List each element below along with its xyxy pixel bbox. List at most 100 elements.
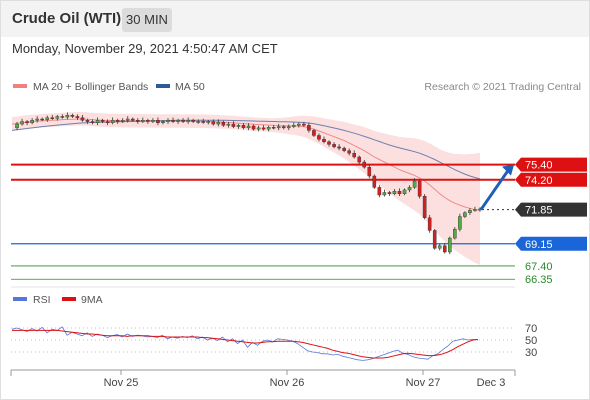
- candle-up: [45, 117, 50, 120]
- candle-up: [95, 120, 100, 124]
- candle-down: [100, 120, 105, 122]
- candle-down: [60, 116, 65, 118]
- legend-ma20-swatch: [13, 84, 27, 88]
- candle-down: [40, 118, 44, 121]
- candle-up: [407, 187, 412, 191]
- rsi-9ma-line: [12, 329, 479, 359]
- candle-down: [50, 117, 55, 119]
- level-label-69-15: 69.15: [515, 236, 587, 251]
- candle-down: [251, 125, 256, 130]
- candle-up: [256, 127, 261, 130]
- candle-up: [453, 228, 457, 239]
- candle-down: [397, 190, 402, 194]
- header-bar: Crude Oil (WTI) 30 MIN: [1, 1, 589, 37]
- legend-rsi-swatch: [13, 297, 27, 301]
- legend-9ma-label: 9MA: [81, 294, 103, 306]
- legend-ma50-swatch: [156, 84, 170, 88]
- forecast-arrow-head: [502, 164, 514, 176]
- x-tick-label: Dec 3: [477, 377, 506, 389]
- rsi-gridlines: [11, 327, 515, 353]
- candle-up: [382, 192, 387, 196]
- x-axis-ticks: Nov 25 Nov 26 Nov 27 Dec 3: [104, 370, 506, 389]
- candle-down: [417, 180, 422, 197]
- candle-down: [156, 120, 160, 124]
- candle-up: [402, 189, 407, 194]
- candle-down: [352, 152, 356, 158]
- level-label-75-40: 75.40: [515, 157, 587, 172]
- candle-up: [236, 125, 241, 127]
- candle-down: [362, 161, 367, 168]
- candle-up: [297, 123, 301, 126]
- candle-up: [20, 121, 24, 125]
- candle-up: [186, 120, 190, 122]
- candle-down: [105, 121, 110, 123]
- level-tag-box: [515, 202, 587, 217]
- forecast-arrow-shaft: [479, 169, 510, 211]
- candle-down: [181, 120, 185, 122]
- candle-down: [130, 118, 135, 121]
- timeframe-badge[interactable]: 30 MIN: [122, 8, 172, 32]
- candle-up: [286, 126, 291, 129]
- candle-down: [261, 127, 266, 130]
- candle-up: [196, 121, 200, 123]
- candle-up: [151, 120, 155, 122]
- rsi-tick-30: 30: [525, 347, 537, 359]
- candle-down: [422, 196, 427, 218]
- candle-down: [317, 135, 321, 140]
- rsi-lines: [11, 326, 479, 361]
- candle-down: [427, 217, 432, 231]
- candle-up: [120, 120, 125, 122]
- rsi-line: [11, 326, 479, 361]
- level-tag-text: 75.40: [525, 160, 553, 172]
- candle-down: [146, 120, 150, 122]
- candle-down: [302, 123, 306, 126]
- candle-down: [442, 245, 447, 253]
- level-tag-text: 74.20: [525, 175, 553, 187]
- candle-down: [241, 125, 246, 129]
- level-tag-box: [515, 236, 587, 251]
- candle-up: [110, 120, 115, 124]
- candle-down: [70, 114, 75, 117]
- candle-up: [65, 114, 70, 118]
- forecast-arrow: [479, 164, 514, 211]
- legend-ma50-label: MA 50: [175, 81, 205, 93]
- candle-down: [201, 121, 206, 123]
- candle-up: [437, 245, 442, 249]
- candle-up: [15, 123, 19, 129]
- candle-down: [90, 121, 95, 123]
- candle-down: [322, 139, 326, 142]
- candle-up: [226, 123, 231, 126]
- candle-down: [367, 166, 372, 177]
- price-candles: [15, 112, 482, 255]
- candle-up: [458, 216, 462, 230]
- candle-down: [271, 127, 276, 129]
- candle-down: [342, 147, 346, 151]
- candle-up: [412, 180, 417, 188]
- candle-up: [468, 209, 472, 213]
- candle-down: [80, 117, 85, 121]
- candle-up: [463, 212, 467, 217]
- candle-down: [377, 187, 382, 196]
- candle-up: [276, 126, 281, 129]
- candle-down: [307, 125, 311, 131]
- price-level-lines: [11, 163, 515, 280]
- candle-down: [347, 150, 351, 154]
- legend-9ma-swatch: [62, 297, 76, 301]
- candle-up: [30, 120, 34, 124]
- candle-up: [448, 237, 452, 253]
- candle-down: [25, 121, 29, 123]
- candle-down: [136, 120, 140, 122]
- ma50-line: [11, 119, 481, 180]
- moving-averages: [11, 118, 481, 211]
- rsi-tick-70: 70: [525, 323, 537, 335]
- candle-down: [171, 120, 175, 122]
- candle-up: [292, 125, 296, 127]
- candle-up: [125, 118, 130, 121]
- candle-up: [206, 121, 211, 123]
- candle-up: [392, 190, 397, 194]
- candle-down: [387, 192, 392, 194]
- candle-up: [473, 209, 477, 211]
